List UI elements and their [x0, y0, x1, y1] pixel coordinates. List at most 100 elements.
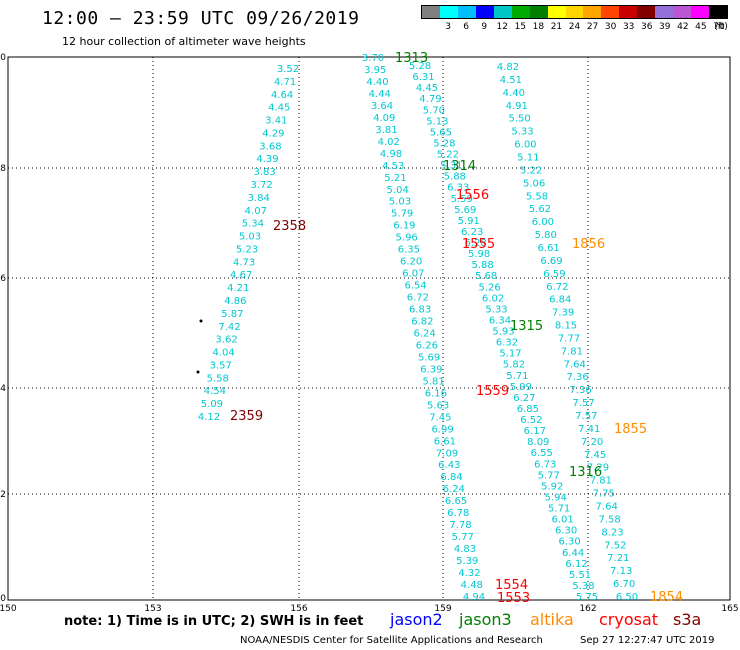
legend-cryosat: cryosat [599, 610, 659, 629]
swh-value: 3.68 [259, 141, 281, 152]
pass-time-label: 1553 [497, 591, 530, 606]
swh-value: 4.48 [461, 580, 483, 591]
legend-label: 33 [622, 22, 635, 32]
swh-value: 5.88 [471, 260, 493, 271]
legend-label: 24 [568, 22, 581, 32]
legend-swatch [529, 6, 548, 18]
swh-value: 5.58 [207, 373, 229, 384]
swh-value: 5.39 [456, 556, 478, 567]
map-title: 12:00 – 23:59 UTC 09/26/2019 [42, 8, 360, 29]
swh-value: 6.24 [443, 484, 465, 495]
swh-value: 6.84 [440, 472, 462, 483]
swh-value: 6.16 [425, 388, 447, 399]
x-tick-label: 156 [290, 604, 307, 614]
pass-time-label: 1554 [495, 578, 528, 593]
swh-value: 3.72 [251, 180, 273, 191]
swh-value: 8.15 [555, 321, 577, 332]
color-legend-labels: 3 6 9 12 15 18 21 24 27 30 33 36 39 42 45 70 (ft) [421, 22, 731, 34]
swh-value: 7.09 [436, 448, 458, 459]
swh-value: 5.98 [468, 249, 490, 260]
swh-value: 6.43 [438, 460, 460, 471]
pass-time-label: 1856 [572, 237, 605, 252]
swh-value: 6.70 [613, 579, 635, 590]
swh-value: 5.09 [201, 399, 223, 410]
swh-value: 3.62 [215, 335, 237, 346]
swh-value: 6.65 [445, 496, 467, 507]
y-tick-label: 26 [0, 274, 6, 284]
swh-value: 5.71 [548, 504, 570, 515]
legend-swatch [493, 6, 512, 18]
swh-value: 4.71 [274, 77, 296, 88]
swh-value: 8.09 [527, 437, 549, 448]
legend-swatch [709, 6, 727, 18]
swh-value: 5.28 [409, 61, 431, 72]
legend-label: 3 [445, 22, 451, 32]
swh-value: 4.73 [233, 257, 255, 268]
swh-value: 4.86 [224, 296, 246, 307]
swh-value: 4.21 [227, 283, 249, 294]
swh-value: 5.77 [538, 470, 560, 481]
legend-swatch [691, 6, 709, 18]
swh-value: 4.02 [378, 137, 400, 148]
footer-timestamp: Sep 27 12:27:47 UTC 2019 [580, 635, 715, 646]
swh-value: 5.99 [510, 382, 532, 393]
swh-value: 6.23 [461, 227, 483, 238]
swh-value: 4.32 [458, 568, 480, 579]
legend-swatch [457, 6, 476, 18]
swh-value: 3.95 [364, 65, 386, 76]
swh-value: 7.81 [561, 346, 583, 357]
swh-value: 6.39 [420, 364, 442, 375]
swh-value: 5.75 [576, 592, 598, 603]
swh-value: 5.21 [384, 173, 406, 184]
swh-value: 4.07 [245, 206, 267, 217]
legend-label: 27 [586, 22, 599, 32]
swh-value: 5.33 [511, 127, 533, 138]
swh-value: 5.28 [433, 138, 455, 149]
pass-time-label: 1316 [569, 465, 602, 480]
y-tick-label: 28 [0, 164, 6, 174]
swh-value: 6.44 [562, 548, 584, 559]
swh-value: 5.81 [422, 376, 444, 387]
legend-swatch [601, 6, 620, 18]
swh-value: 5.93 [492, 327, 514, 338]
swh-value: 5.63 [427, 400, 449, 411]
swh-value: 6.61 [538, 243, 560, 254]
swh-value: 5.68 [475, 271, 497, 282]
swh-value: 6.01 [552, 515, 574, 526]
legend-swatch [673, 6, 692, 18]
swh-value: 5.23 [236, 244, 258, 255]
swh-value: 6.32 [496, 338, 518, 349]
swh-value: 4.44 [369, 89, 391, 100]
legend-label: 12 [496, 22, 508, 32]
swh-value: 5.50 [508, 114, 530, 125]
swh-value: 5.26 [478, 282, 500, 293]
swh-value: 7.20 [581, 437, 603, 448]
y-tick-label: 30 [0, 53, 6, 63]
swh-value: 6.26 [416, 340, 438, 351]
pass-time-label: 1314 [443, 159, 476, 174]
map-frame [7, 56, 731, 601]
pass-time-label: 1555 [462, 237, 495, 252]
swh-value: 5.79 [391, 209, 413, 220]
swh-value: 5.04 [387, 185, 409, 196]
legend-jason2: jason2 [390, 610, 443, 629]
footer-credit: NOAA/NESDIS Center for Satellite Applica… [240, 635, 543, 646]
swh-value: 6.27 [513, 393, 535, 404]
legend-swatch [583, 6, 602, 18]
swh-value: 6.31 [412, 72, 434, 83]
legend-swatch [511, 6, 530, 18]
swh-value: 4.98 [380, 149, 402, 160]
pass-time-label: 1559 [476, 384, 509, 399]
legend-label: 15 [514, 22, 527, 32]
swh-value: 4.45 [416, 83, 438, 94]
swh-value: 7.42 [218, 322, 240, 333]
swh-value: 4.83 [454, 544, 476, 555]
track-dot [199, 319, 203, 323]
y-tick-label: 24 [0, 384, 6, 394]
swh-value: 6.24 [413, 328, 435, 339]
swh-value: 5.13 [426, 116, 448, 127]
swh-value: 5.77 [452, 532, 474, 543]
swh-value: 4.40 [366, 77, 388, 88]
swh-value: 6.17 [524, 426, 546, 437]
pass-time-label: 2359 [230, 409, 263, 424]
